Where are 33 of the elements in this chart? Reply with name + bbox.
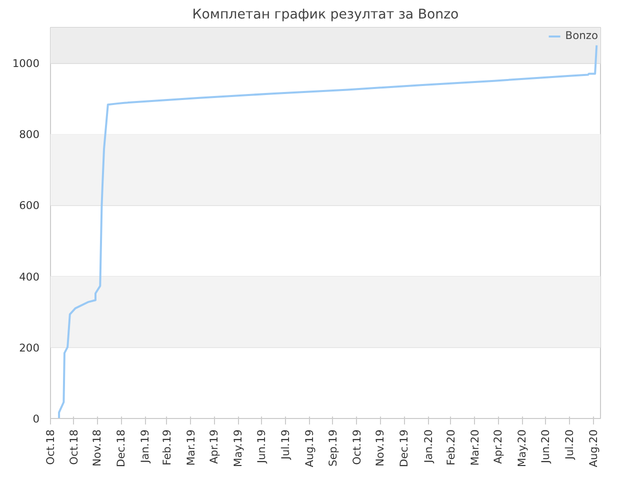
x-tick-label: Nov.18 [90,429,104,466]
x-tick-label: Oct.19 [350,429,364,465]
legend-label: Bonzo [565,29,598,42]
x-tick-label: Oct.18 [67,429,80,465]
x-tick-label: Dec.18 [114,429,128,468]
x-tick-label: Apr.20 [492,429,505,464]
x-tick-label: Aug.20 [587,429,600,468]
y-tick-label: 800 [19,128,40,142]
y-tick-label: 200 [19,341,40,354]
x-tick-label: Dec.19 [398,429,411,468]
x-tick-label: May.19 [232,429,245,467]
y-tick-label: 600 [19,199,40,212]
x-tick-label: Feb.19 [160,429,174,466]
x-tick-label: Sep.19 [326,429,340,467]
y-tick-label: 1000 [12,57,40,70]
x-tick-label: Oct.18 [44,429,57,465]
line-series [58,44,598,418]
x-tick-label: Mar.20 [468,429,482,466]
x-tick-label: May.20 [516,429,529,467]
x-tick-label: Jul.19 [279,429,292,460]
x-tick-label: Aug.19 [303,429,316,468]
y-tick-label: 0 [32,412,40,426]
x-tick-label: Apr.19 [208,429,221,464]
x-tick-label: Jun.19 [255,429,268,464]
chart-title: Комплетан график резултат за Bonzo [192,8,459,22]
x-tick-label: Nov.19 [374,429,387,466]
y-tick-label: 400 [19,270,40,284]
x-tick-label: Jan.19 [138,429,152,464]
x-tick-label: Jun.20 [538,429,552,464]
x-tick-label: Jul.20 [562,429,576,460]
x-tick-label: Jan.20 [422,429,435,464]
x-tick-label: Feb.20 [444,429,458,466]
x-tick-label: Mar.19 [184,429,198,466]
